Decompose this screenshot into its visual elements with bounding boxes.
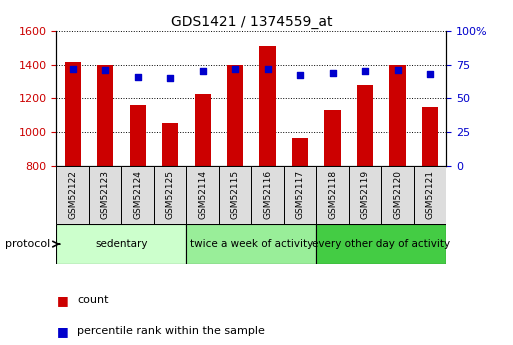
- Bar: [97, 65, 113, 166]
- Bar: [317, 166, 349, 224]
- Point: [199, 69, 207, 74]
- Text: GSM52122: GSM52122: [68, 170, 77, 219]
- Bar: [324, 110, 341, 166]
- Bar: [349, 166, 381, 224]
- Point: [69, 66, 77, 71]
- Text: count: count: [77, 295, 108, 305]
- Bar: [227, 65, 243, 166]
- Bar: [186, 166, 219, 224]
- Text: GSM52120: GSM52120: [393, 170, 402, 219]
- Text: every other day of activity: every other day of activity: [312, 239, 450, 249]
- Bar: [89, 166, 122, 224]
- Point: [166, 75, 174, 81]
- Text: GSM52115: GSM52115: [231, 170, 240, 219]
- Text: twice a week of activity: twice a week of activity: [190, 239, 313, 249]
- Text: GSM52119: GSM52119: [361, 170, 369, 219]
- Text: sedentary: sedentary: [95, 239, 148, 249]
- Point: [393, 67, 402, 73]
- Point: [426, 71, 434, 77]
- Bar: [317, 224, 446, 264]
- Title: GDS1421 / 1374559_at: GDS1421 / 1374559_at: [171, 14, 332, 29]
- Bar: [186, 224, 317, 264]
- Point: [264, 66, 272, 71]
- Text: GSM52124: GSM52124: [133, 170, 142, 219]
- Bar: [251, 166, 284, 224]
- Bar: [162, 123, 179, 166]
- Point: [328, 70, 337, 76]
- Text: GSM52121: GSM52121: [426, 170, 435, 219]
- Bar: [154, 166, 186, 224]
- Text: GSM52117: GSM52117: [295, 170, 305, 219]
- Point: [296, 73, 304, 78]
- Point: [231, 66, 239, 71]
- Bar: [357, 85, 373, 166]
- Text: GSM52123: GSM52123: [101, 170, 110, 219]
- Text: protocol: protocol: [5, 239, 50, 249]
- Point: [361, 69, 369, 74]
- Text: GSM52118: GSM52118: [328, 170, 337, 219]
- Bar: [122, 166, 154, 224]
- Text: ■: ■: [56, 294, 68, 307]
- Bar: [422, 107, 438, 166]
- Bar: [389, 65, 406, 166]
- Bar: [284, 166, 317, 224]
- Text: GSM52114: GSM52114: [198, 170, 207, 219]
- Bar: [56, 166, 89, 224]
- Bar: [194, 94, 211, 166]
- Text: ■: ■: [56, 325, 68, 338]
- Bar: [292, 138, 308, 166]
- Bar: [219, 166, 251, 224]
- Text: GSM52125: GSM52125: [166, 170, 174, 219]
- Bar: [414, 166, 446, 224]
- Bar: [65, 62, 81, 166]
- Bar: [129, 105, 146, 166]
- Bar: [260, 46, 275, 166]
- Text: percentile rank within the sample: percentile rank within the sample: [77, 326, 265, 336]
- Point: [101, 67, 109, 73]
- Bar: [381, 166, 414, 224]
- Bar: [56, 224, 186, 264]
- Text: GSM52116: GSM52116: [263, 170, 272, 219]
- Point: [133, 74, 142, 80]
